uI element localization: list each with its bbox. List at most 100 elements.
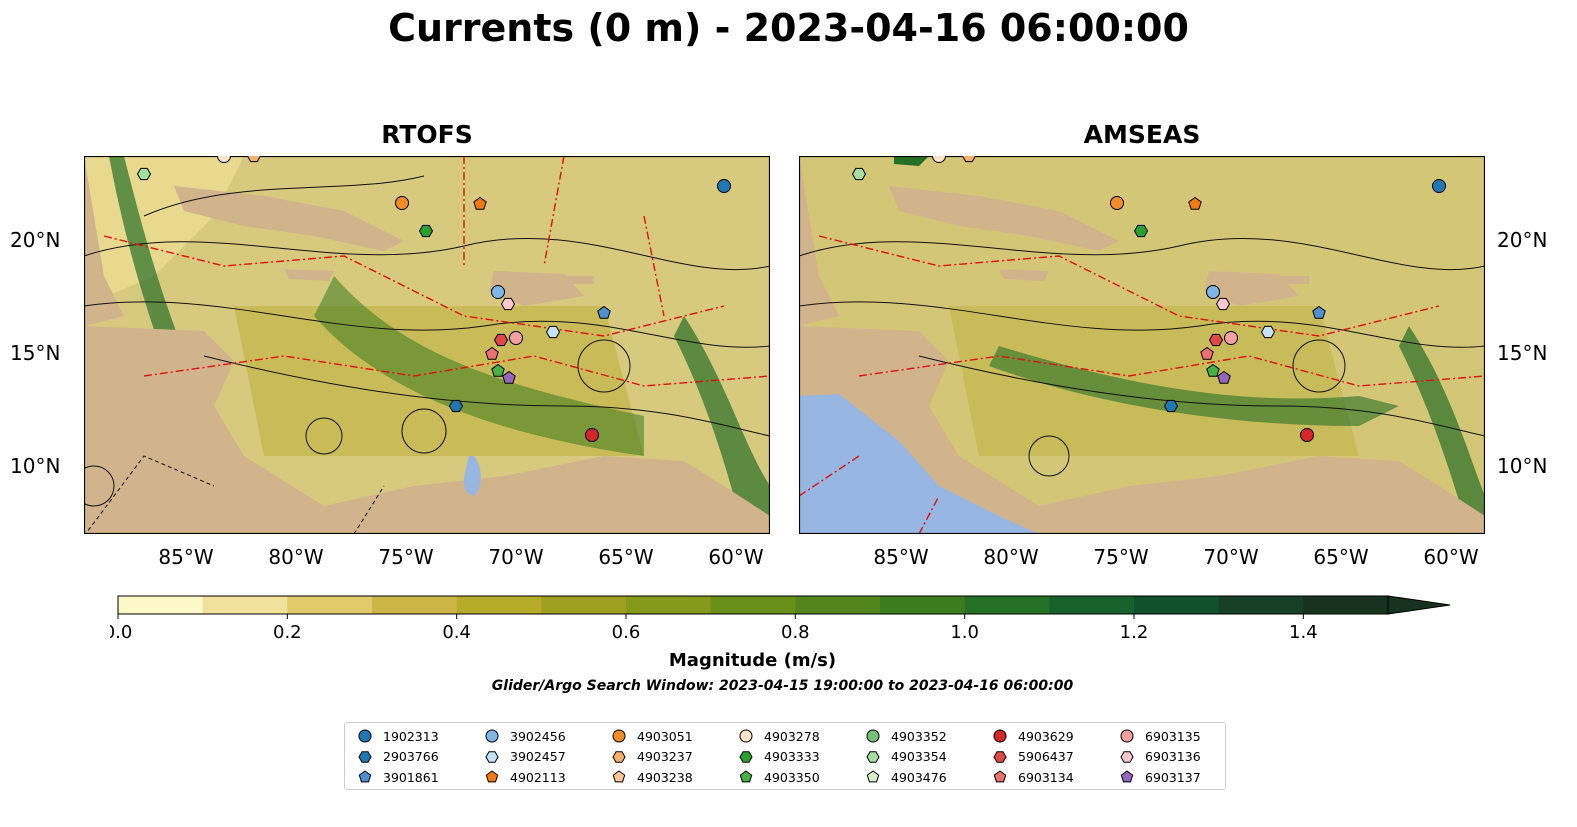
float-marker (1206, 363, 1220, 377)
legend-label: 4903238 (637, 769, 693, 785)
float-marker (1110, 196, 1124, 210)
legend-item: 3902456 (484, 726, 566, 746)
panel-title-amseas: AMSEAS (1083, 120, 1201, 149)
float-marker (597, 305, 611, 319)
legend-item: 3901861 (357, 767, 439, 787)
legend-label: 2903766 (383, 749, 439, 764)
legend-item: 6903134 (992, 767, 1074, 787)
float-marker (545, 325, 561, 339)
legend-item: 4903352 (865, 726, 947, 746)
float-marker (473, 196, 487, 210)
land-jamaica (999, 269, 1049, 281)
map-frame (799, 156, 1485, 534)
legend-label: 6903135 (1145, 728, 1201, 744)
lat-tick-label-left: 15°N (10, 341, 61, 365)
legend-label: 3902457 (510, 749, 566, 764)
panel-title-rtofs: RTOFS (381, 120, 473, 149)
legend-item: 6903137 (1119, 767, 1201, 787)
float-marker (418, 224, 434, 238)
lat-tick-label-right: 20°N (1497, 228, 1548, 252)
legend-item: 4903278 (738, 726, 820, 746)
float-marker (246, 156, 262, 163)
colorbar-segment (1134, 596, 1220, 614)
legend-label: 6903134 (1018, 769, 1074, 785)
land-jamaica (284, 269, 334, 281)
float-markers (851, 156, 1446, 442)
legend-item: 4903051 (611, 726, 693, 746)
float-marker (932, 156, 946, 163)
hexagon-marker-icon (993, 750, 1007, 763)
lon-tick-label: 85°W (873, 545, 929, 569)
land-central-america-north (799, 156, 839, 326)
float-marker (500, 297, 516, 311)
float-marker (493, 333, 509, 347)
float-marker (136, 167, 152, 181)
float-marker (1215, 297, 1231, 311)
lon-tick-label: 60°W (708, 545, 764, 569)
yucatan-current-band (109, 156, 194, 386)
map-panel-rtofs (84, 156, 770, 534)
colorbar-tick-label: 0.8 (781, 622, 810, 643)
search-window-text: Glider/Argo Search Window: 2023-04-15 19… (491, 678, 1074, 694)
colorbar-segment (372, 596, 458, 614)
legend-item: 4902113 (484, 767, 566, 787)
float-marker (1224, 331, 1238, 345)
legend-item: 4903629 (992, 726, 1074, 746)
land-hispaniola (1204, 271, 1299, 306)
legend-item: 5906437 (992, 747, 1074, 767)
legend-label: 4903333 (764, 749, 820, 764)
legend-label: 6903137 (1145, 769, 1201, 785)
legend-label: 1902313 (383, 728, 439, 744)
colorbar-segment (287, 596, 373, 614)
float-marker (1188, 196, 1202, 210)
figure-title: Currents (0 m) - 2023-04-16 06:00:00 (388, 6, 1189, 50)
legend-item: 1902313 (357, 726, 439, 746)
colorbar-segment (964, 596, 1050, 614)
legend-item: 4903333 (738, 747, 820, 767)
legend-item: 3902457 (484, 747, 566, 767)
colorbar-segment (456, 596, 542, 614)
float-markers (136, 156, 731, 442)
float-marker (491, 363, 505, 377)
legend-label: 6903136 (1145, 749, 1201, 764)
float-marker (395, 196, 409, 210)
float-marker (217, 156, 231, 163)
hexagon-marker-icon (358, 750, 372, 763)
legend-item: 4903354 (865, 747, 947, 767)
legend-label: 4903051 (637, 728, 693, 744)
float-marker (1206, 285, 1220, 299)
land-south-central-america (799, 326, 1485, 534)
legend-label: 4903278 (764, 728, 820, 744)
lon-tick-label: 60°W (1423, 545, 1479, 569)
colorbar-segment (202, 596, 288, 614)
lat-tick-label-right: 10°N (1497, 454, 1548, 478)
float-marker (485, 346, 499, 360)
colorbar-segment (1303, 596, 1389, 614)
float-marker (1163, 399, 1179, 413)
pentagon-marker-icon (485, 770, 499, 783)
float-marker (502, 370, 516, 384)
legend-item: 6903135 (1119, 726, 1201, 746)
legend-label: 5906437 (1018, 749, 1074, 764)
hexagon-marker-icon (739, 750, 753, 763)
land-puerto-rico (564, 276, 594, 284)
float-marker (1208, 333, 1224, 347)
lon-tick-label: 70°W (488, 545, 544, 569)
legend: 1902313 2903766 3901861 3902456 3902457 49021… (344, 722, 1226, 790)
pentagon-marker-icon (612, 770, 626, 783)
colorbar-tick-label: 0.0 (110, 622, 132, 643)
land-cuba (889, 186, 1119, 251)
float-marker (1432, 179, 1446, 193)
hexagon-marker-icon (866, 750, 880, 763)
colorbar-segment (795, 596, 881, 614)
colorbar: 0.0 0.2 0.4 0.6 0.8 1.0 1.2 1.4 (110, 595, 1451, 643)
hexagon-marker-icon (485, 750, 499, 763)
float-marker (491, 285, 505, 299)
colorbar-tick-label: 0.6 (612, 622, 641, 643)
circle-marker-icon (358, 729, 372, 743)
circle-marker-icon (485, 729, 499, 743)
hexagon-marker-icon (1120, 750, 1134, 763)
float-marker (1312, 305, 1326, 319)
colorbar-segment (541, 596, 627, 614)
colorbar-extend-arrow (1387, 595, 1451, 615)
